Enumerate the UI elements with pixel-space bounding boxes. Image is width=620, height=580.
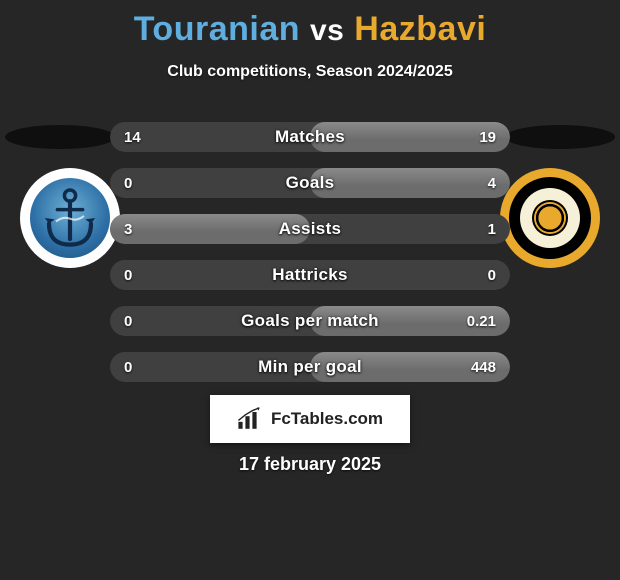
comparison-card: Touranian vs Hazbavi Club competitions, … [0,0,620,580]
anchor-badge [20,168,120,268]
sepahan-mid-ring [509,177,591,259]
stat-row: 0448Min per goal [110,352,510,382]
stat-label: Goals per match [110,306,510,336]
player-left-name: Touranian [134,10,300,48]
sepahan-badge [500,168,600,268]
page-title: Touranian vs Hazbavi [0,0,620,49]
date-text: 17 february 2025 [0,454,620,475]
sepahan-inner-ring [520,188,580,248]
title-vs: vs [310,14,344,47]
brand-text: FcTables.com [271,409,383,429]
brand-badge[interactable]: FcTables.com [210,395,410,443]
team-logo-right [500,168,600,268]
logo-shadow-left [5,125,115,149]
stat-label: Hattricks [110,260,510,290]
stat-label: Goals [110,168,510,198]
sepahan-rays [514,182,586,254]
anchor-badge-inner [30,178,110,258]
player-right-name: Hazbavi [354,10,486,48]
stat-label: Assists [110,214,510,244]
stat-row: 00.21Goals per match [110,306,510,336]
stat-row: 00Hattricks [110,260,510,290]
brand-chart-icon [237,407,265,431]
stat-row: 31Assists [110,214,510,244]
stat-label: Min per goal [110,352,510,382]
subtitle: Club competitions, Season 2024/2025 [0,63,620,81]
logo-shadow-right [505,125,615,149]
stat-row: 04Goals [110,168,510,198]
stat-row: 1419Matches [110,122,510,152]
team-logo-left [20,168,120,268]
stat-label: Matches [110,122,510,152]
stat-bars: 1419Matches 04Goals 31Assists 00Hattricks 00… [110,122,510,398]
anchor-icon [35,183,105,253]
